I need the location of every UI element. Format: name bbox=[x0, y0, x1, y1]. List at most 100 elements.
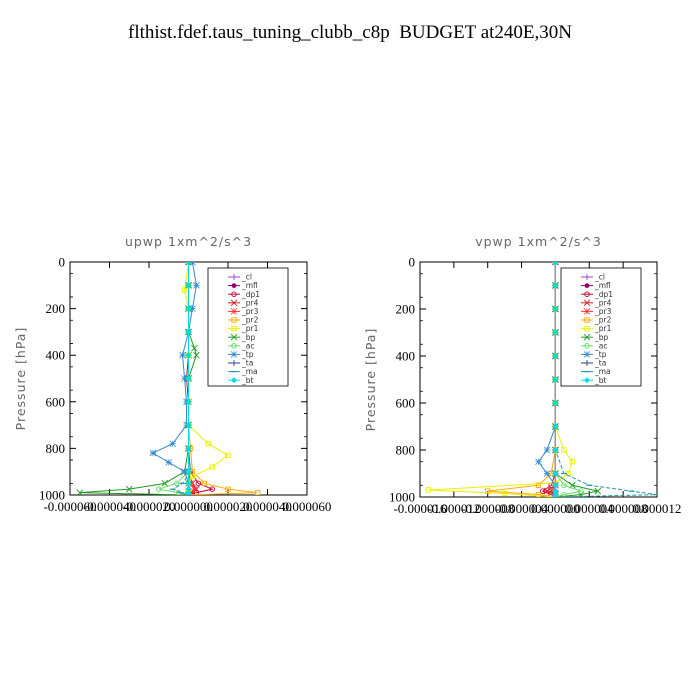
series-point-bp bbox=[125, 485, 133, 493]
series-point-bt bbox=[552, 494, 559, 497]
legend-entry-bt: _bt bbox=[594, 376, 607, 385]
legend-entry-pr2: _pr2 bbox=[241, 316, 259, 325]
legend-entry-ma: _ma bbox=[594, 367, 611, 376]
legend-entry-pr3: _pr3 bbox=[241, 307, 259, 316]
series-point-bt bbox=[185, 262, 192, 265]
series-point-bt bbox=[552, 282, 559, 289]
chart-panel-1: upwp 1xm^2/s^3 Pressure [hPa] 0 200 400 600 80… bbox=[13, 234, 331, 514]
legend-swatch-marker bbox=[583, 333, 591, 341]
x-tick-label: 0.000008 bbox=[599, 501, 648, 516]
series-group bbox=[425, 262, 657, 497]
legend-entry-cl: _cl bbox=[241, 273, 252, 282]
legend-swatch-marker bbox=[231, 360, 237, 366]
x-tick-label: -0.000060 bbox=[43, 499, 96, 514]
y-tick-label: 1000 bbox=[39, 488, 65, 503]
series-point-bt bbox=[185, 375, 192, 382]
x-tick-label: -0.000012 bbox=[427, 501, 480, 516]
legend-entry-pr4: _pr4 bbox=[594, 298, 612, 307]
series-point-dp1 bbox=[209, 486, 215, 492]
series-point-bt bbox=[185, 352, 192, 359]
legend-entry-ta: _ta bbox=[241, 359, 253, 368]
series-point-bp bbox=[193, 351, 200, 359]
series-point-tp bbox=[179, 351, 186, 359]
series-point-bp bbox=[76, 489, 84, 495]
series-point-bt bbox=[185, 445, 192, 452]
chart-panel-2: vpwp 1xm^2/s^3 Pressure [hPa] 0 200 400 600 80… bbox=[363, 234, 681, 516]
legend-entry-cl: _cl bbox=[594, 273, 605, 282]
legend-swatch-marker bbox=[230, 299, 238, 307]
legend-swatch-marker bbox=[231, 283, 237, 288]
y-tick-label: 600 bbox=[396, 396, 416, 411]
legend-swatch-marker bbox=[231, 377, 237, 384]
y-tick-label: 600 bbox=[46, 394, 66, 409]
x-tick-label: 0.000000 bbox=[531, 501, 580, 516]
series-point-bt bbox=[185, 328, 192, 335]
legend-swatch-marker bbox=[584, 377, 590, 384]
legend-entry-mfl: _mfl bbox=[594, 281, 611, 290]
series-point-pr1 bbox=[225, 452, 231, 459]
legend-entry-ta: _ta bbox=[594, 359, 606, 368]
series-point-ac bbox=[156, 486, 162, 492]
series-point-bt bbox=[552, 488, 559, 495]
series-point-pr3 bbox=[547, 487, 555, 495]
legend-swatch-marker bbox=[584, 317, 590, 323]
series-point-tp bbox=[181, 375, 188, 382]
legend-swatch-marker bbox=[584, 325, 590, 332]
legend-swatch-marker bbox=[230, 308, 238, 315]
series-point-bp bbox=[594, 487, 602, 495]
figure-title: flthist.fdef.taus_tuning_clubb_c8p BUDGE… bbox=[128, 22, 572, 43]
legend-entry-pr2: _pr2 bbox=[594, 316, 612, 325]
y-tick-label: 800 bbox=[46, 441, 66, 456]
legend-swatch-marker bbox=[584, 291, 590, 297]
series-point-pr1 bbox=[205, 441, 211, 447]
series-point-tp bbox=[535, 458, 542, 466]
legend-swatch-marker bbox=[230, 351, 238, 358]
series-point-bt bbox=[552, 262, 559, 265]
series-point-bt bbox=[552, 423, 559, 430]
y-tick-label: 800 bbox=[396, 443, 416, 458]
y-axis-label: Pressure [hPa] bbox=[13, 327, 28, 431]
legend-entry-ac: _ac bbox=[241, 341, 254, 350]
series-line-pr1 bbox=[428, 262, 573, 497]
legend-swatch-marker bbox=[231, 291, 237, 297]
legend-entry-pr4: _pr4 bbox=[241, 298, 259, 307]
series-point-bt bbox=[552, 447, 559, 453]
legend-entry-pr3: _pr3 bbox=[594, 307, 612, 316]
legend-swatch-marker bbox=[584, 283, 590, 288]
x-tick-label: 0.000040 bbox=[243, 499, 292, 514]
series-point-pr1 bbox=[209, 464, 215, 470]
x-tick-label: 0.000004 bbox=[565, 501, 614, 516]
legend-entry-bp: _bp bbox=[241, 333, 256, 342]
series-point-tp bbox=[169, 440, 176, 448]
series-line-pr2 bbox=[487, 262, 556, 497]
y-tick-label: 0 bbox=[59, 255, 66, 270]
y-tick-label: 1000 bbox=[389, 490, 415, 505]
series-point-bt bbox=[185, 398, 192, 405]
series-point-pr2 bbox=[535, 482, 542, 488]
legend-swatch-marker bbox=[231, 343, 237, 349]
legend-entry-pr1: _pr1 bbox=[241, 324, 259, 333]
y-tick-label: 200 bbox=[396, 302, 416, 317]
series-point-tp bbox=[543, 470, 551, 477]
series-point-bp bbox=[191, 344, 198, 352]
series-point-pr2 bbox=[225, 486, 231, 492]
series-point-tp bbox=[193, 282, 200, 289]
legend-swatch-marker bbox=[230, 333, 238, 341]
series-point-pr1 bbox=[425, 487, 432, 493]
series-point-dp1 bbox=[195, 480, 202, 487]
series-point-bt bbox=[552, 482, 559, 489]
panel-title: upwp 1xm^2/s^3 bbox=[125, 234, 252, 249]
series-point-ac bbox=[561, 482, 567, 489]
series-point-bt bbox=[552, 400, 559, 406]
panel-title: vpwp 1xm^2/s^3 bbox=[475, 234, 602, 249]
series-point-tp bbox=[149, 449, 157, 457]
series-point-bp bbox=[161, 480, 169, 487]
legend-entry-ma: _ma bbox=[241, 367, 258, 376]
legend-swatch-marker bbox=[584, 343, 590, 349]
legend-entry-pr1: _pr1 bbox=[594, 324, 612, 333]
legend-swatch-marker bbox=[584, 360, 590, 366]
legend-box bbox=[560, 267, 642, 387]
series-point-bt bbox=[185, 492, 192, 495]
y-axis-label: Pressure [hPa] bbox=[363, 328, 378, 432]
